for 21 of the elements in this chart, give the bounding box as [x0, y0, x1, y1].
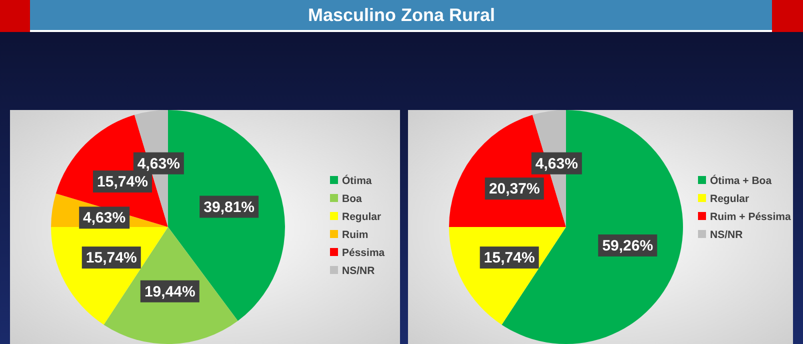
data-label: 39,81% [204, 198, 255, 216]
legend-label: Péssima [342, 247, 385, 259]
data-label: 59,26% [602, 237, 654, 254]
legend-label: Regular [710, 193, 750, 205]
data-label: 15,74% [484, 250, 535, 267]
legend-label: Ruim + Péssima [710, 211, 791, 223]
legend-label: Ótima [342, 174, 372, 187]
legend-label: Boa [342, 193, 362, 205]
legend-label: Ruim [342, 229, 368, 241]
data-label: 20,37% [488, 180, 540, 198]
data-label: 19,44% [144, 283, 196, 300]
legend-label: Ótima + Boa [710, 174, 772, 187]
data-label: 4,63% [535, 155, 578, 172]
legend-label: NS/NR [710, 229, 744, 241]
data-label: 4,63% [137, 155, 180, 172]
legend-label: NS/NR [342, 265, 376, 277]
chart-title: Masculino Zona Rural [308, 5, 496, 25]
data-label: 4,63% [83, 210, 126, 227]
data-label: 15,74% [86, 250, 137, 267]
legend-label: Regular [342, 211, 382, 223]
data-label: 15,74% [97, 174, 148, 190]
